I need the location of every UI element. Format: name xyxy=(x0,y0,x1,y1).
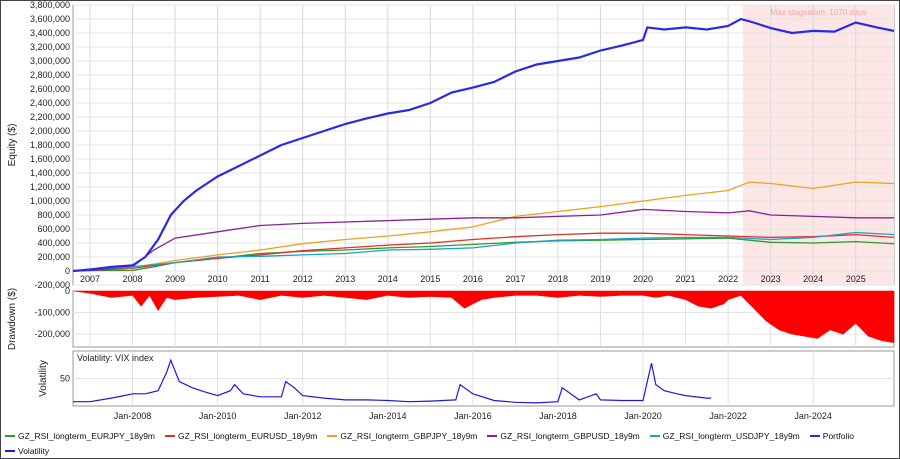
x-tick-label: 2017 xyxy=(505,274,525,284)
legend-swatch xyxy=(165,435,176,437)
legend-swatch xyxy=(487,435,498,437)
drawdown-area xyxy=(72,290,895,344)
x-tick-label: 2016 xyxy=(463,274,483,284)
x-tick-label: 2007 xyxy=(80,274,100,284)
y-tick-label: 800,000 xyxy=(37,210,70,220)
x-tick-label: 2021 xyxy=(676,274,696,284)
x-tick-label: Jan-2016 xyxy=(454,411,492,421)
legend-row-2: Volatility xyxy=(5,446,49,456)
y-tick-label: -200,000 xyxy=(34,280,70,290)
x-tick-label: 2012 xyxy=(293,274,313,284)
x-tick-label: 2011 xyxy=(250,274,269,284)
y-axis-label: Volatility xyxy=(38,360,49,397)
volatility-panel-title: Volatility: VIX index xyxy=(77,353,154,363)
legend-item-portfolio[interactable]: Portfolio xyxy=(809,431,854,441)
series-line-gz-rsi-longterm-gbpusd-18y9m xyxy=(72,208,894,272)
x-tick-label: Jan-2010 xyxy=(199,411,237,421)
x-tick-label: Jan-2008 xyxy=(114,411,152,421)
series-line-portfolio xyxy=(72,17,895,273)
legend-swatch xyxy=(5,435,15,437)
y-tick-label: 3,200,000 xyxy=(30,42,70,52)
legend-label: GZ_RSI_longterm_GBPJPY_18y9m xyxy=(340,431,478,441)
x-tick-label: 2015 xyxy=(420,274,440,284)
y-tick-label: 2,600,000 xyxy=(30,84,70,94)
legend-swatch xyxy=(5,450,15,452)
x-tick-label: Jan-2014 xyxy=(369,411,407,421)
legend-swatch xyxy=(809,435,820,437)
legend-label: GZ_RSI_longterm_GBPUSD_18y9m xyxy=(500,431,640,441)
y-tick-label: 1,200,000 xyxy=(30,182,70,192)
y-tick-label: 200,000 xyxy=(37,252,70,262)
equity-chart-figure: 2007 2008 2009 2010 2011 2012 2013 2014 2015 2016… xyxy=(7,1,895,421)
y-tick-label: 0 xyxy=(65,266,70,276)
volatility-line xyxy=(73,358,712,404)
y-tick-label: 3,600,000 xyxy=(30,14,70,24)
x-tick-label: 2018 xyxy=(548,274,568,284)
y-tick-label: 1,600,000 xyxy=(30,154,70,164)
y-axis-label: Equity ($) xyxy=(7,124,18,167)
x-tick-label: Jan-2018 xyxy=(539,411,577,421)
legend-swatch xyxy=(327,435,338,437)
x-tick-label: 2023 xyxy=(761,274,781,284)
legend-item-eurusd[interactable]: GZ_RSI_longterm_EURUSD_18y9m xyxy=(165,431,317,441)
x-tick-label: 2013 xyxy=(335,274,355,284)
y-tick-label: 0 xyxy=(65,286,70,296)
x-tick-label: 2020 xyxy=(633,274,653,284)
y-tick-label: 3,000,000 xyxy=(30,56,70,66)
x-tick-label: 2022 xyxy=(718,274,738,284)
y-tick-label: 400,000 xyxy=(37,238,70,248)
legend-label: GZ_RSI_longterm_EURJPY_18y9m xyxy=(18,431,156,441)
y-tick-label: 1,000,000 xyxy=(30,196,70,206)
y-tick-label: 2,800,000 xyxy=(30,70,70,80)
y-tick-label: 3,800,000 xyxy=(30,1,70,10)
legend-row-1: GZ_RSI_longterm_EURJPY_18y9m GZ_RSI_long… xyxy=(5,431,854,441)
x-tick-label: 2008 xyxy=(123,274,143,284)
x-tick-label: 2019 xyxy=(590,274,610,284)
legend-swatch xyxy=(649,435,660,437)
x-tick-label: 2024 xyxy=(803,274,823,284)
legend-item-gbpusd[interactable]: GZ_RSI_longterm_GBPUSD_18y9m xyxy=(487,431,640,441)
y-tick-label: 1,400,000 xyxy=(30,168,70,178)
y-tick-label: 2,000,000 xyxy=(30,126,70,136)
y-tick-label: 1,800,000 xyxy=(30,140,70,150)
x-tick-label: 2010 xyxy=(208,274,228,284)
legend-item-usdjpy[interactable]: GZ_RSI_longterm_USDJPY_18y9m xyxy=(649,431,800,441)
x-tick-label: Jan-2012 xyxy=(284,411,322,421)
x-tick-label: 2009 xyxy=(165,274,185,284)
legend-item-eurjpy[interactable]: GZ_RSI_longterm_EURJPY_18y9m xyxy=(5,431,155,441)
y-tick-label: 3,400,000 xyxy=(30,28,70,38)
legend-label: Volatility xyxy=(18,446,50,456)
series-line-gz-rsi-longterm-usdjpy-18y9m xyxy=(72,231,895,272)
legend-item-volatility[interactable]: Volatility xyxy=(5,446,49,456)
y-tick-label: 2,200,000 xyxy=(30,112,70,122)
legend-label: GZ_RSI_longterm_USDJPY_18y9m xyxy=(662,431,800,441)
y-tick-label: -100,000 xyxy=(34,308,70,318)
legend-label: GZ_RSI_longterm_EURUSD_18y9m xyxy=(178,431,318,441)
y-tick-label: -200,000 xyxy=(34,329,70,339)
stagnation-annotation: Max stagnation: 1070 days xyxy=(771,8,867,17)
x-tick-label: 2014 xyxy=(378,274,398,284)
x-tick-label: Jan-2022 xyxy=(709,411,747,421)
x-tick-label: Jan-2020 xyxy=(624,411,662,421)
series-line-gz-rsi-longterm-gbpjpy-18y9m xyxy=(72,181,895,272)
x-tick-label: 2025 xyxy=(846,274,866,284)
y-axis-label: Drawdown ($) xyxy=(7,288,18,350)
legend-label: Portfolio xyxy=(822,431,854,441)
y-tick-label: 600,000 xyxy=(37,224,70,234)
y-tick-label: 2,400,000 xyxy=(30,98,70,108)
legend-item-gbpjpy[interactable]: GZ_RSI_longterm_GBPJPY_18y9m xyxy=(327,431,477,441)
x-tick-label: Jan-2024 xyxy=(794,411,832,421)
y-tick-label: 50 xyxy=(60,374,70,384)
